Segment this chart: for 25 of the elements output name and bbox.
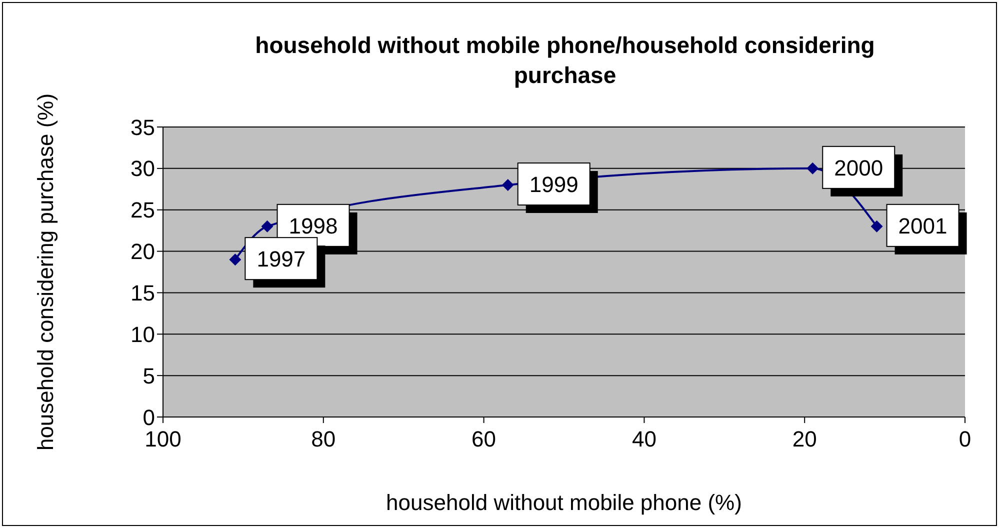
annotation: 1997	[256, 246, 306, 272]
x-tick-label: 0	[958, 426, 972, 452]
y-tick-label: 30	[130, 156, 155, 182]
point	[806, 162, 819, 174]
x-tick-label: 20	[792, 426, 817, 452]
x-tick-label: 60	[472, 426, 496, 452]
point	[870, 220, 883, 232]
annotation: 2001	[898, 213, 948, 238]
y-tick-label: 10	[130, 322, 155, 347]
annotation: 2000	[834, 155, 884, 180]
point	[502, 179, 514, 191]
x-tick-label: 40	[632, 426, 656, 452]
y-tick-label: 5	[142, 363, 155, 388]
y-tick-label: 15	[130, 280, 155, 306]
y-tick-label: 25	[130, 198, 155, 223]
point	[229, 254, 242, 266]
x-tick-label: 80	[311, 426, 336, 452]
point	[261, 220, 274, 232]
y-tick-label: 35	[130, 114, 155, 140]
annotation: 1998	[288, 213, 338, 238]
chart-title: household without mobile phone/household considering purchase	[254, 31, 876, 90]
y-axis-title: household considering purchase (%)	[32, 93, 58, 451]
y-tick-label: 20	[130, 239, 155, 264]
x-axis-title: household without mobile phone (%)	[386, 490, 742, 515]
annotation: 1999	[529, 172, 578, 197]
